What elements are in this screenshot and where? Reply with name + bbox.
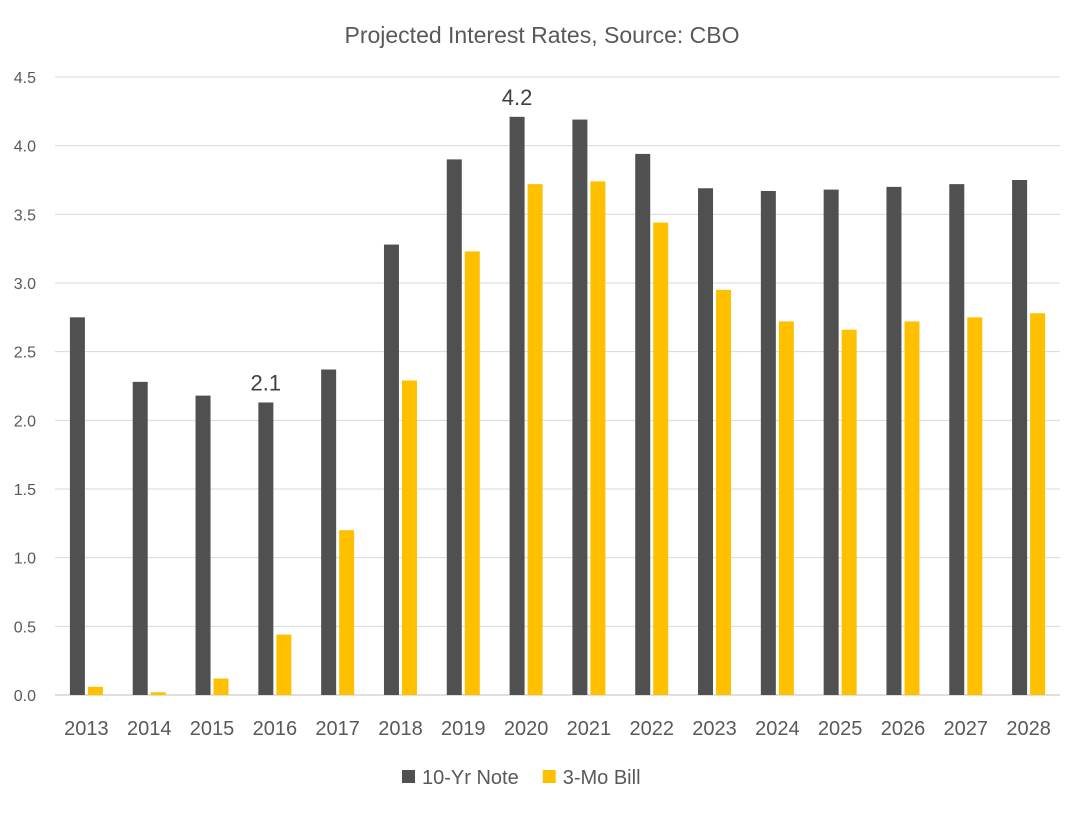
bar-3-mo-bill-2025 <box>841 329 857 695</box>
bar-3-mo-bill-2028 <box>1030 313 1046 695</box>
y-tick-label: 3.0 <box>14 276 36 293</box>
bar-3-mo-bill-2014 <box>150 692 166 695</box>
bar-10-yr-note-2013 <box>69 317 85 695</box>
x-tick-label: 2016 <box>253 718 298 740</box>
bar-3-mo-bill-2020 <box>527 184 543 695</box>
bar-10-yr-note-2028 <box>1012 180 1028 695</box>
bar-3-mo-bill-2015 <box>213 678 229 695</box>
bar-3-mo-bill-2017 <box>339 530 355 695</box>
x-tick-label: 2023 <box>692 718 737 740</box>
bar-3-mo-bill-2024 <box>778 321 794 695</box>
bar-10-yr-note-2015 <box>195 395 211 695</box>
x-tick-label: 2015 <box>190 718 235 740</box>
bar-3-mo-bill-2022 <box>653 222 669 695</box>
legend-label: 3-Mo Bill <box>563 767 641 789</box>
bar-3-mo-bill-2019 <box>464 251 480 695</box>
data-label: 2.1 <box>251 370 282 395</box>
bar-10-yr-note-2019 <box>446 159 462 695</box>
bar-10-yr-note-2014 <box>132 381 148 695</box>
data-label: 4.2 <box>502 85 533 110</box>
legend-swatch <box>542 770 556 783</box>
bar-3-mo-bill-2018 <box>401 380 417 695</box>
bar-3-mo-bill-2023 <box>716 289 732 695</box>
bar-10-yr-note-2021 <box>572 119 588 695</box>
y-tick-label: 4.0 <box>14 139 36 156</box>
y-tick-label: 3.5 <box>14 207 36 224</box>
x-tick-label: 2026 <box>881 718 926 740</box>
bar-3-mo-bill-2026 <box>904 321 920 695</box>
bar-10-yr-note-2024 <box>760 190 776 695</box>
x-tick-label: 2028 <box>1006 718 1051 740</box>
y-tick-label: 4.5 <box>14 70 36 87</box>
x-tick-label: 2017 <box>315 718 360 740</box>
legend-swatch <box>402 770 415 783</box>
y-tick-label: 0.0 <box>14 688 36 705</box>
x-tick-label: 2025 <box>818 718 863 740</box>
x-tick-label: 2024 <box>755 718 800 740</box>
x-tick-label: 2019 <box>441 718 486 740</box>
y-tick-label: 2.5 <box>14 345 36 362</box>
y-tick-label: 1.5 <box>14 482 36 499</box>
legend-label: 10-Yr Note <box>422 767 519 789</box>
x-tick-label: 2022 <box>629 718 674 740</box>
bar-3-mo-bill-2013 <box>87 686 103 695</box>
bar-10-yr-note-2027 <box>949 184 965 695</box>
y-tick-label: 0.5 <box>14 619 36 636</box>
x-tick-label: 2027 <box>944 718 989 740</box>
bar-10-yr-note-2020 <box>509 116 525 696</box>
bar-3-mo-bill-2021 <box>590 181 606 695</box>
y-tick-label: 1.0 <box>14 551 36 568</box>
y-tick-label: 2.0 <box>14 413 36 430</box>
bar-10-yr-note-2018 <box>383 244 399 695</box>
bar-10-yr-note-2023 <box>698 188 714 696</box>
bar-3-mo-bill-2027 <box>967 317 983 695</box>
x-tick-label: 2013 <box>64 718 109 740</box>
bar-10-yr-note-2025 <box>823 189 839 695</box>
bar-10-yr-note-2026 <box>886 186 902 695</box>
bar-10-yr-note-2016 <box>258 402 274 695</box>
x-tick-label: 2018 <box>378 718 423 740</box>
x-tick-label: 2021 <box>567 718 612 740</box>
x-tick-label: 2014 <box>127 718 172 740</box>
x-tick-label: 2020 <box>504 718 549 740</box>
bar-10-yr-note-2022 <box>635 153 651 695</box>
chart-title: Projected Interest Rates, Source: CBO <box>344 22 739 48</box>
bar-3-mo-bill-2016 <box>276 634 292 695</box>
bar-10-yr-note-2017 <box>321 369 337 695</box>
